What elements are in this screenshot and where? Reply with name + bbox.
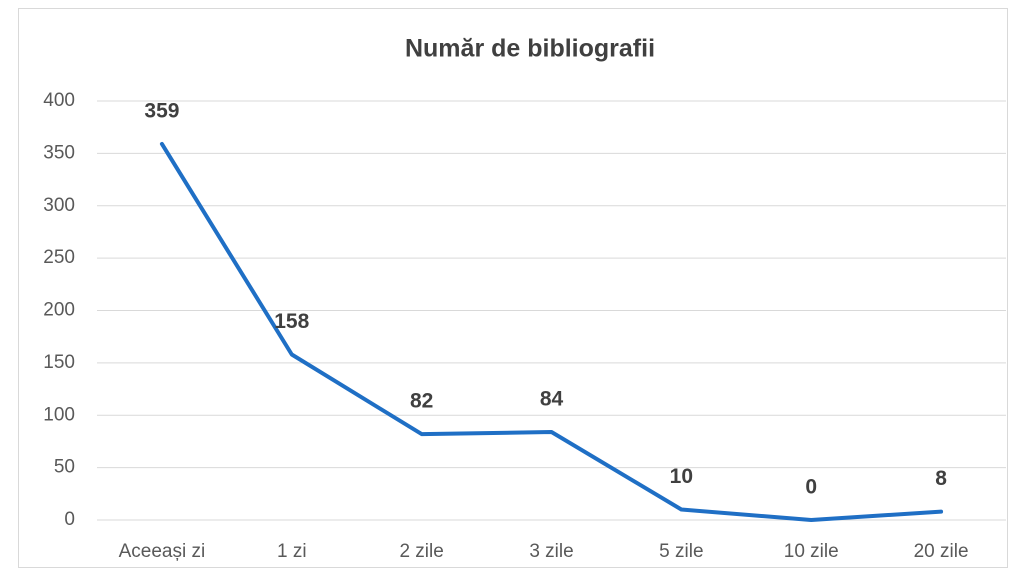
- y-tick-label: 250: [43, 247, 75, 268]
- y-tick-label: 200: [43, 300, 75, 321]
- data-label: 8: [935, 467, 947, 490]
- x-tick-label: 20 zile: [914, 541, 969, 562]
- x-tick-label: 10 zile: [784, 541, 839, 562]
- line: [159, 141, 944, 522]
- y-tick-label: 0: [64, 509, 75, 530]
- y-tick-label: 100: [43, 404, 75, 425]
- data-label: 359: [144, 99, 179, 122]
- x-tick-label: 1 zi: [277, 541, 307, 562]
- x-tick-label: Aceeași zi: [119, 541, 206, 562]
- data-label: 84: [540, 388, 564, 411]
- y-tick-label: 350: [43, 142, 75, 163]
- y-tick-label: 150: [43, 352, 75, 373]
- x-tick-label: 3 zile: [529, 541, 573, 562]
- chart-title: Număr de bibliografii: [405, 35, 655, 63]
- data-label: 10: [670, 465, 693, 488]
- data-label: 158: [274, 310, 309, 333]
- x-tick-label: 5 zile: [659, 541, 703, 562]
- y-tick-label: 50: [54, 457, 75, 478]
- y-tick-label: 300: [43, 195, 75, 216]
- x-tick-label: 2 zile: [399, 541, 443, 562]
- chart-frame: [18, 8, 1008, 568]
- data-label: 0: [805, 476, 817, 499]
- y-tick-label: 400: [43, 90, 75, 111]
- data-label: 82: [410, 390, 433, 413]
